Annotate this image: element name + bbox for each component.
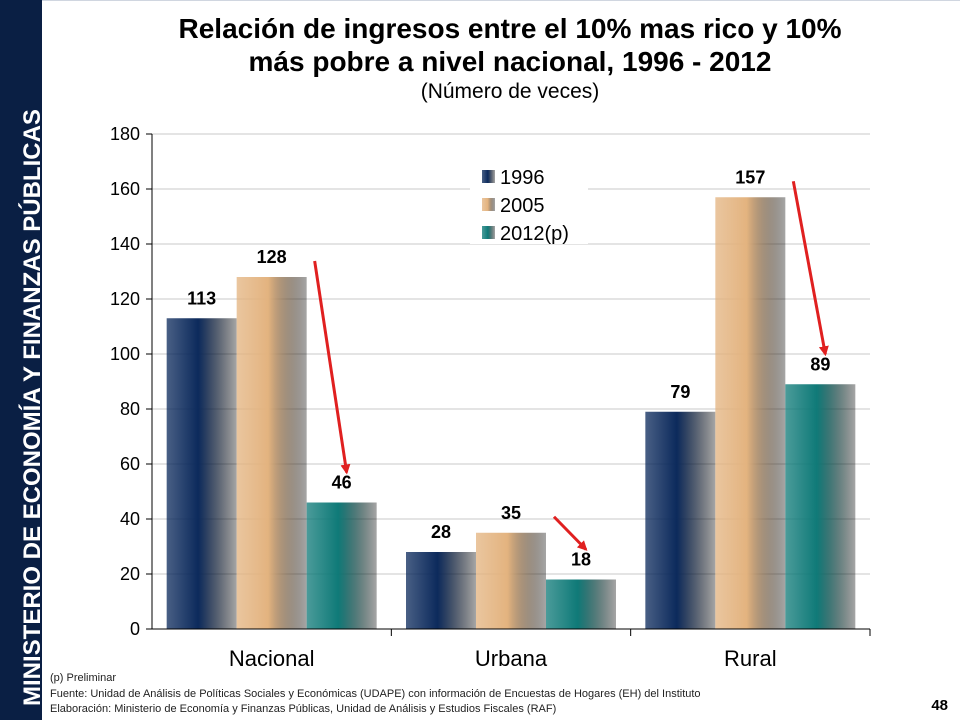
y-tick-label: 0 [130, 619, 140, 639]
trend-arrow [791, 180, 829, 357]
data-label: 128 [257, 247, 287, 267]
bar-nacional-1996 [166, 318, 237, 629]
y-tick-label: 20 [120, 564, 140, 584]
data-label: 18 [571, 550, 591, 570]
bar-urbana-2012p [546, 579, 616, 629]
legend-label: 2005 [500, 195, 545, 217]
x-category-label: Rural [724, 646, 777, 671]
y-tick-label: 160 [110, 179, 140, 199]
footnote-preliminar: (p) Preliminar [50, 672, 117, 684]
y-tick-label: 140 [110, 234, 140, 254]
data-label: 89 [810, 354, 830, 374]
legend-swatch [482, 198, 495, 211]
top-divider [42, 0, 960, 1]
x-category-label: Nacional [229, 646, 315, 671]
y-tick-label: 180 [110, 124, 140, 144]
chart-subtitle: (Número de veces) [420, 80, 600, 103]
y-tick-label: 100 [110, 344, 140, 364]
legend-label: 1996 [500, 167, 545, 189]
data-label: 79 [670, 382, 690, 402]
y-tick-label: 120 [110, 289, 140, 309]
bar-rural-1996 [645, 411, 716, 629]
legend-swatch [482, 226, 495, 239]
footnote-elaboracion: Elaboración: Ministerio de Economía y Fi… [50, 703, 557, 715]
sidebar: MINISTERIO DE ECONOMÍA Y FINANZAS PÚBLIC… [0, 0, 46, 720]
trend-arrow [552, 515, 588, 551]
bar-nacional-2012p [306, 502, 377, 629]
y-tick-label: 80 [120, 399, 140, 419]
bar-rural-2012p [785, 384, 856, 629]
data-label: 157 [735, 167, 765, 187]
chart-title-line2: más pobre a nivel nacional, 1996 - 2012 [248, 46, 772, 77]
chart-title-line1: Relación de ingresos entre el 10% mas ri… [178, 13, 842, 44]
data-label: 35 [501, 503, 521, 523]
x-category-label: Urbana [475, 646, 548, 671]
bar-rural-2005 [715, 197, 786, 629]
footnote-fuente: Fuente: Unidad de Análisis de Políticas … [50, 688, 701, 700]
data-label: 46 [332, 473, 352, 493]
page-number: 48 [931, 697, 948, 714]
bar-nacional-2005 [236, 277, 307, 629]
legend-swatch [482, 170, 495, 183]
legend-label: 2012(p) [500, 223, 569, 245]
y-tick-label: 60 [120, 454, 140, 474]
bar-urbana-1996 [406, 552, 476, 629]
data-label: 28 [431, 522, 451, 542]
bar-urbana-2005 [476, 532, 546, 629]
y-tick-label: 40 [120, 509, 140, 529]
data-label: 113 [187, 288, 216, 308]
trend-arrow [313, 260, 351, 475]
